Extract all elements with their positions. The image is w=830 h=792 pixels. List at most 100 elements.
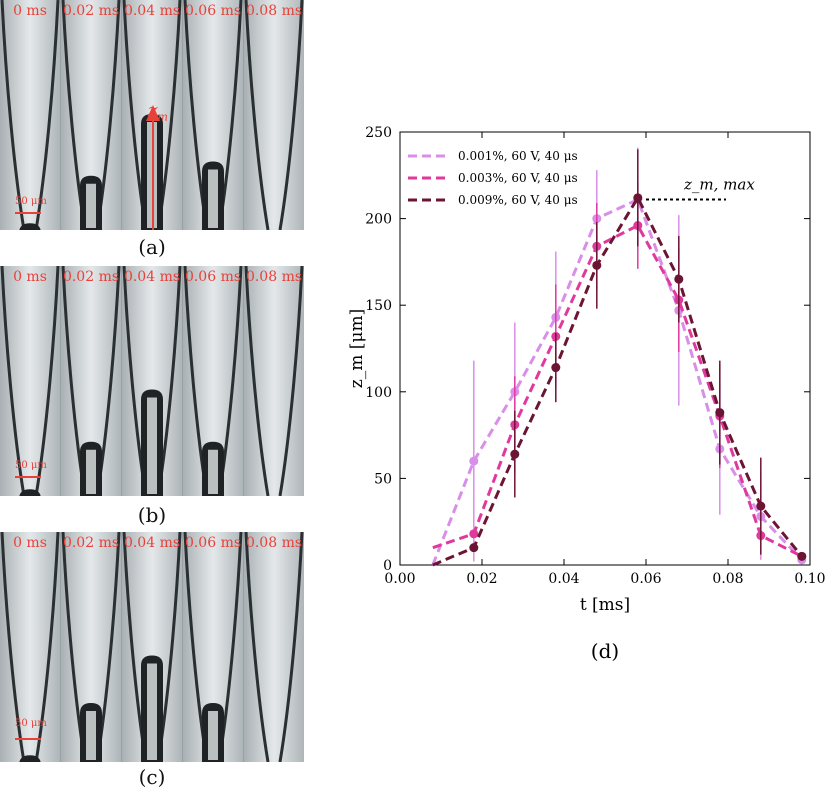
jet xyxy=(19,223,41,230)
data-point xyxy=(551,363,561,373)
jet-highlight xyxy=(208,449,218,494)
frame-image xyxy=(61,0,121,230)
y-tick-label: 150 xyxy=(365,298,392,314)
series-line xyxy=(431,197,803,566)
frame-image xyxy=(183,0,243,230)
data-point xyxy=(510,449,520,459)
scale-bar xyxy=(15,476,41,478)
caption-a: (a) xyxy=(138,235,166,259)
frame-0: 0 ms xyxy=(0,266,61,496)
series-line xyxy=(432,223,803,558)
data-point xyxy=(797,551,807,561)
left-wall xyxy=(0,0,26,230)
frame-3: 0.06 ms xyxy=(183,532,244,762)
x-tick-label: 0.10 xyxy=(794,571,825,587)
frame-1: 0.02 ms xyxy=(61,266,122,496)
zm-vs-time-chart: 0.00 0.02 0.04 0.06 0.08 0.10 0 50 100 150 200 250 t… xyxy=(347,125,826,663)
frame-time: 0 ms xyxy=(13,3,47,19)
frame-time: 0.08 ms xyxy=(245,535,303,551)
x-axis-label: t [ms] xyxy=(580,595,630,615)
frame-3: 0.06 ms xyxy=(183,266,244,496)
zm-max-label: z_m, max xyxy=(683,176,755,194)
frame-image xyxy=(244,0,304,230)
frame-time: 0.06 ms xyxy=(184,269,242,285)
legend-entry: 0.009%, 60 V, 40 μs xyxy=(458,193,578,207)
left-wall xyxy=(0,266,26,496)
x-tick-label: 0.02 xyxy=(466,571,497,587)
plot-frame xyxy=(399,131,811,566)
frame-time: 0 ms xyxy=(13,269,47,285)
frame-time: 0.06 ms xyxy=(184,535,242,551)
frame-4: 0.08 ms xyxy=(244,266,304,496)
jet xyxy=(19,489,41,496)
x-tick-label: 0.08 xyxy=(712,571,743,587)
jet-highlight xyxy=(147,397,157,494)
jet-highlight xyxy=(86,711,96,760)
data-point xyxy=(756,501,766,511)
right-wall xyxy=(278,532,304,762)
x-tick-label: 0.06 xyxy=(630,571,661,587)
frame-2: 0.04 ms xyxy=(122,266,183,496)
frame-time: 0.02 ms xyxy=(62,269,120,285)
x-tick-label: 0.04 xyxy=(548,571,579,587)
frame-image xyxy=(183,532,243,762)
data-point xyxy=(633,193,643,203)
jet-highlight xyxy=(208,711,218,760)
scale-label: 50 μm xyxy=(15,718,47,729)
y-tick-label: 0 xyxy=(383,558,392,574)
photo-panel-b: 0 ms 0.02 ms 0.04 ms 0.06 ms 0.08 ms 50 … xyxy=(0,266,304,496)
frame-image xyxy=(0,266,60,496)
frame-time: 0.02 ms xyxy=(62,3,120,19)
series-2 xyxy=(432,149,807,567)
jet-highlight xyxy=(86,183,96,228)
y-tick-label: 50 xyxy=(374,471,392,487)
frame-image xyxy=(61,266,121,496)
scale-label: 50 μm xyxy=(15,196,47,207)
jet-highlight xyxy=(147,663,157,760)
y-tick-label: 250 xyxy=(365,125,392,141)
right-wall xyxy=(34,0,60,230)
zm-arrow xyxy=(146,105,160,230)
frame-2: 0.04 ms xyxy=(122,532,183,762)
y-axis-label: z_m [μm] xyxy=(347,309,367,388)
frame-time: 0.06 ms xyxy=(184,3,242,19)
frame-1: 0.02 ms xyxy=(61,0,122,230)
zm-label: zm xyxy=(148,100,168,124)
left-wall xyxy=(244,266,270,496)
caption-b: (b) xyxy=(137,503,167,527)
caption-c: (c) xyxy=(138,765,166,789)
frame-image xyxy=(61,532,121,762)
scale-label: 50 μm xyxy=(15,460,47,471)
data-point xyxy=(715,408,725,418)
series-line xyxy=(432,194,803,567)
frame-4: 0.08 ms xyxy=(244,0,304,230)
data-point xyxy=(592,260,602,270)
frame-image xyxy=(244,532,304,762)
scale-bar xyxy=(15,738,41,740)
caption-d: (d) xyxy=(591,639,619,663)
y-tick-label: 100 xyxy=(365,385,392,401)
right-wall xyxy=(278,266,304,496)
left-wall xyxy=(244,532,270,762)
right-wall xyxy=(34,266,60,496)
jet-highlight xyxy=(86,449,96,494)
x-tick-label: 0.00 xyxy=(384,571,415,587)
frame-image xyxy=(122,266,182,496)
right-wall xyxy=(278,0,304,230)
frame-time: 0.04 ms xyxy=(123,3,181,19)
frame-0: 0 ms xyxy=(0,0,61,230)
frame-image xyxy=(244,266,304,496)
y-tick-label: 200 xyxy=(365,212,392,228)
frame-time: 0.08 ms xyxy=(245,3,303,19)
legend-entry: 0.003%, 60 V, 40 μs xyxy=(458,171,578,185)
frame-1: 0.02 ms xyxy=(61,532,122,762)
photo-panel-c: 0 ms 0.02 ms 0.04 ms 0.06 ms 0.08 ms 50 … xyxy=(0,532,304,762)
data-point xyxy=(469,456,479,466)
frame-3: 0.06 ms xyxy=(183,0,244,230)
data-point xyxy=(469,543,479,553)
frame-image xyxy=(0,0,60,230)
photo-panel-a: 0 ms 0.02 ms 0.04 ms 0.06 ms 0.08 ms 50 … xyxy=(0,0,304,230)
jet-highlight xyxy=(208,169,218,228)
legend-entry: 0.001%, 60 V, 40 μs xyxy=(458,149,578,163)
data-point xyxy=(469,529,479,539)
